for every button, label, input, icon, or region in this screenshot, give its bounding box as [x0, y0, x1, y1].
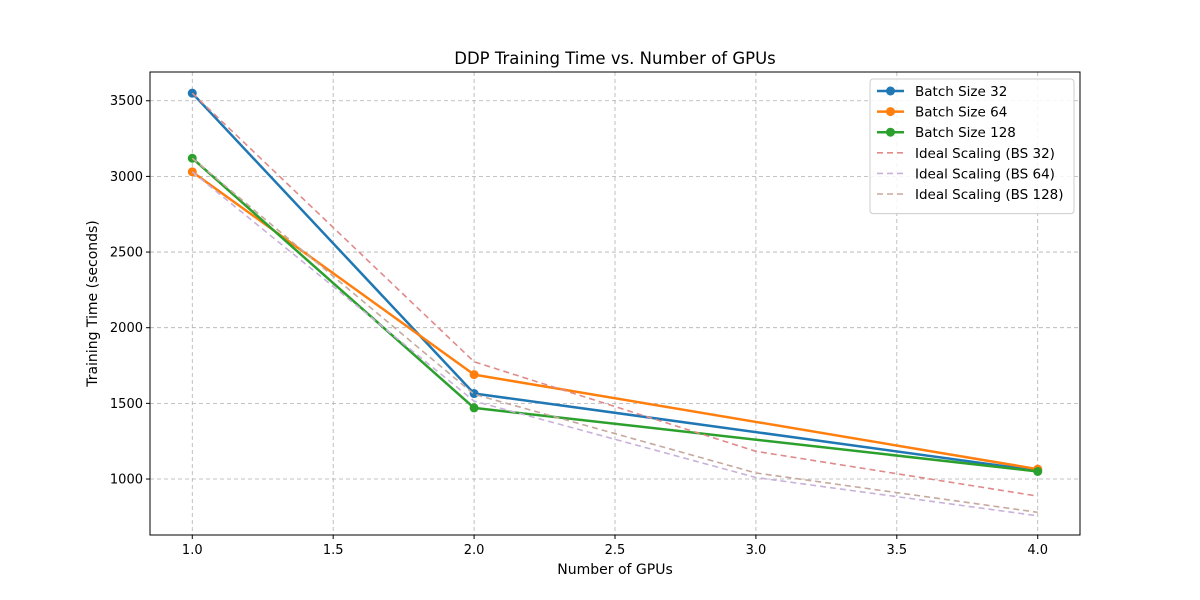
x-tick-label: 3.0 — [746, 543, 767, 558]
series-layer — [187, 88, 1043, 517]
x-tick-label: 2.5 — [605, 543, 626, 558]
legend-label: Batch Size 128 — [915, 125, 1016, 141]
data-point — [1033, 466, 1043, 476]
x-tick-label: 1.0 — [182, 543, 203, 558]
x-axis-title: Number of GPUs — [557, 562, 672, 578]
legend-item: Batch Size 128 — [877, 125, 1016, 141]
y-tick-label: 1000 — [110, 473, 143, 488]
legend-item: Batch Size 32 — [877, 84, 1007, 100]
y-axis-title: Training Time (seconds) — [85, 220, 101, 388]
legend: Batch Size 32 Batch Size 64 Batch Size 128… — [869, 78, 1075, 215]
y-tick-label: 3000 — [110, 170, 143, 185]
x-tick-label: 2.0 — [464, 543, 485, 558]
legend-item: Ideal Scaling (BS 128) — [877, 187, 1064, 203]
x-tick-label: 1.5 — [323, 543, 344, 558]
y-tick-label: 3500 — [110, 94, 143, 109]
legend-label: Ideal Scaling (BS 64) — [915, 166, 1055, 182]
ticks: 1.0 1.5 2.0 2.5 3.0 3.5 4.0 1000 1500 2000 2500 300… — [110, 94, 1048, 558]
series-6 — [191, 157, 1038, 514]
x-tick-label: 3.5 — [886, 543, 907, 558]
chart-title: DDP Training Time vs. Number of GPUs — [454, 49, 776, 68]
series-5 — [191, 171, 1038, 517]
legend-marker — [886, 127, 895, 137]
series-line — [191, 157, 1038, 514]
data-point — [469, 370, 479, 380]
x-tick-label: 4.0 — [1027, 543, 1048, 558]
y-tick-label: 2500 — [110, 246, 143, 261]
legend-label: Ideal Scaling (BS 32) — [915, 146, 1055, 162]
legend-label: Ideal Scaling (BS 128) — [915, 187, 1064, 203]
series-line — [191, 171, 1038, 517]
legend-item: Ideal Scaling (BS 32) — [877, 146, 1055, 162]
legend-marker — [886, 107, 895, 117]
legend-label: Batch Size 32 — [915, 84, 1007, 100]
y-tick-label: 2000 — [110, 321, 143, 336]
data-point — [469, 389, 479, 399]
legend-box — [869, 78, 1075, 215]
grid — [150, 72, 1080, 535]
legend-item: Ideal Scaling (BS 64) — [877, 166, 1055, 182]
legend-item: Batch Size 64 — [877, 105, 1007, 121]
data-point — [469, 403, 479, 413]
legend-marker — [886, 86, 895, 96]
legend-label: Batch Size 64 — [915, 105, 1007, 121]
series-4 — [191, 92, 1038, 497]
series-line — [191, 92, 1038, 497]
y-tick-label: 1500 — [110, 397, 143, 412]
